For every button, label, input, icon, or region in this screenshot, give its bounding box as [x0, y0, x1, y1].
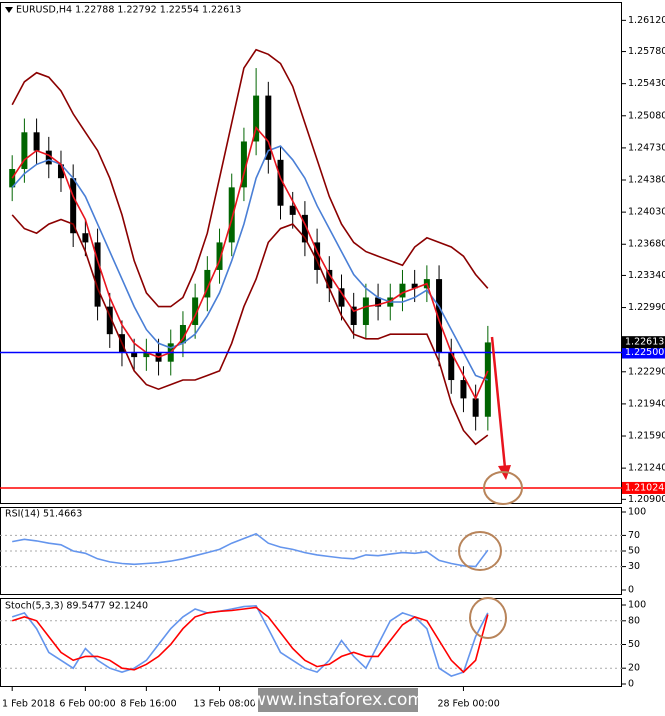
watermark: www.instaforex.com — [252, 690, 424, 710]
candle-body — [33, 132, 40, 151]
y-tick-label: 0 — [628, 585, 634, 596]
candle-body — [192, 297, 199, 325]
candle-body — [94, 242, 101, 307]
candle-body — [277, 159, 284, 206]
candle-body — [216, 242, 223, 270]
candle-body — [45, 150, 52, 165]
y-tick-label: 1.21240 — [628, 463, 665, 474]
highlight-circle — [483, 471, 523, 505]
y-tick-label: 1.25780 — [628, 46, 665, 57]
x-tick-label: 6 Feb 00:00 — [59, 699, 115, 710]
y-tick-label: 0 — [628, 679, 634, 690]
y-tick-label: 1.23680 — [628, 239, 665, 250]
indicator-line — [11, 48, 489, 308]
indicator-line — [11, 606, 489, 674]
candle-body — [21, 132, 28, 169]
candle-body — [240, 141, 247, 188]
y-tick-label: 20 — [628, 663, 640, 674]
x-tick-label: 8 Feb 16:00 — [120, 699, 176, 710]
price-level-box — [622, 481, 665, 494]
candle-body — [350, 306, 357, 325]
y-tick-label: 1.21590 — [628, 431, 665, 442]
candle-body — [460, 380, 467, 399]
candle-body — [179, 324, 186, 344]
candle-body — [204, 269, 211, 298]
y-tick-label: 70 — [628, 530, 640, 541]
candle-body — [448, 352, 455, 381]
highlight-circle — [469, 597, 507, 639]
candle-body — [265, 95, 272, 160]
y-tick-label: 1.25080 — [628, 110, 665, 121]
candle-body — [131, 352, 138, 358]
candle-body — [82, 233, 89, 243]
rsi-title: RSI(14) 51.4663 — [5, 509, 82, 520]
indicator-line — [11, 126, 489, 401]
y-tick-label: 1.21940 — [628, 398, 665, 409]
y-tick-label: 30 — [628, 561, 640, 572]
candle-body — [411, 283, 418, 289]
price-level-label: 1.22500 — [625, 347, 664, 358]
candle-body — [314, 242, 321, 270]
header-icon — [5, 7, 13, 13]
candle-body — [375, 297, 382, 307]
stoch-panel — [0, 598, 622, 687]
indicator-line — [12, 532, 489, 568]
candle-body — [106, 306, 113, 335]
candle-body — [362, 297, 369, 325]
candle-body — [143, 352, 150, 358]
y-tick-label: 1.22290 — [628, 366, 665, 377]
arrow-shaft — [490, 336, 507, 469]
last-price-box — [622, 336, 665, 349]
y-tick-label: 1.24730 — [628, 142, 665, 153]
y-tick-label: 80 — [628, 615, 640, 626]
candle-body — [289, 205, 296, 215]
candle-body — [326, 269, 333, 289]
x-tick-label: 1 Feb 2018 — [2, 699, 55, 710]
candle-body — [301, 214, 308, 243]
highlight-circle — [458, 531, 502, 571]
y-tick-label: 1.24380 — [628, 175, 665, 186]
y-tick-label: 100 — [628, 507, 646, 518]
price-level-label: 1.21024 — [625, 482, 664, 493]
y-tick-label: 1.25430 — [628, 78, 665, 89]
candle-body — [70, 178, 77, 234]
y-tick-label: 1.26120 — [628, 15, 665, 26]
y-tick-label: 1.22990 — [628, 302, 665, 313]
y-tick-label: 1.23340 — [628, 270, 665, 281]
y-tick-label: 100 — [628, 600, 646, 611]
last-price-label: 1.22613 — [625, 337, 664, 348]
candle-body — [399, 283, 406, 298]
indicator-line — [11, 604, 489, 677]
y-tick-label: 50 — [628, 639, 640, 650]
price-panel — [0, 2, 622, 504]
candle-body — [472, 398, 479, 417]
y-tick-label: 50 — [628, 546, 640, 557]
indicator-line — [11, 145, 489, 381]
candle-body — [253, 95, 260, 142]
indicator-line — [11, 214, 489, 446]
candle-body — [57, 164, 64, 179]
candle-body — [228, 187, 235, 243]
price-level-box — [622, 346, 665, 359]
stoch-title: Stoch(5,3,3) 89.5477 92.1240 — [5, 601, 148, 612]
watermark-box — [258, 688, 418, 712]
y-tick-label: 1.20900 — [628, 494, 665, 505]
candle-body — [338, 288, 345, 307]
x-tick-label: 13 Feb 08:00 — [194, 699, 256, 710]
chart-title: EURUSD,H4 1.22788 1.22792 1.22554 1.2261… — [16, 5, 241, 16]
candle-body — [436, 279, 443, 353]
x-tick-label: 28 Feb 00:00 — [437, 699, 499, 710]
y-tick-label: 1.24030 — [628, 207, 665, 218]
